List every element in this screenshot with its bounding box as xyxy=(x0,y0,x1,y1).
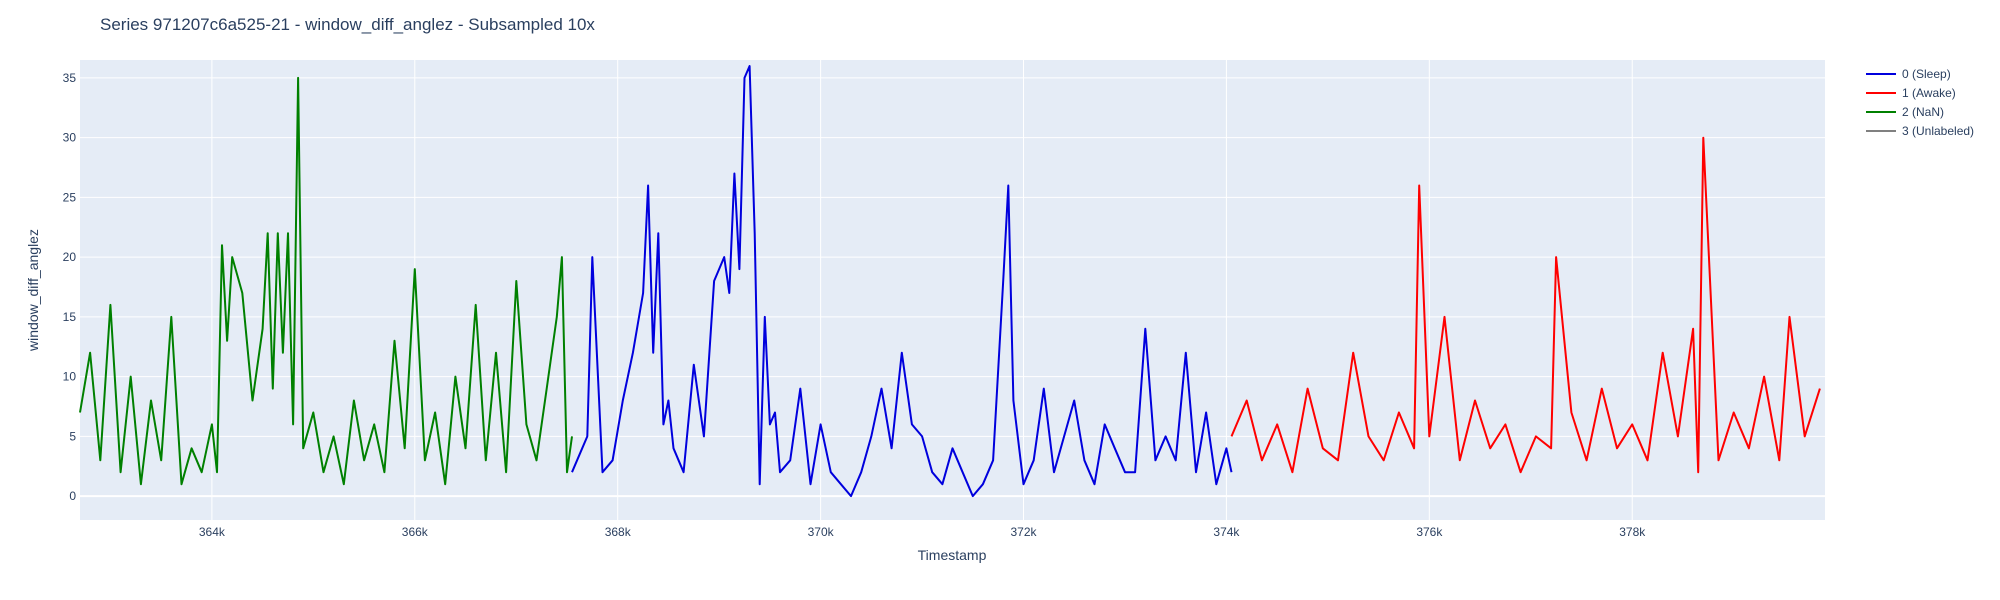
x-tick-label: 376k xyxy=(1416,525,1443,539)
y-tick-label: 15 xyxy=(63,310,77,324)
series-lines xyxy=(79,65,1821,498)
y-tick-label: 35 xyxy=(63,71,77,85)
x-axis-ticks: 364k 366k 368k 370k 372k 374k 376k 378k xyxy=(199,525,1646,539)
series-line xyxy=(571,65,1233,498)
y-axis-ticks: 0 5 10 15 20 25 30 35 xyxy=(63,71,77,503)
y-tick-label: 10 xyxy=(63,370,77,384)
y-tick-label: 25 xyxy=(63,190,77,204)
legend-item-label[interactable]: 1 (Awake) xyxy=(1902,86,1956,100)
plot-background xyxy=(80,60,1825,520)
legend-item-label[interactable]: 3 (Unlabeled) xyxy=(1902,124,1974,138)
chart-title: Series 971207c6a525-21 - window_diff_ang… xyxy=(100,15,595,34)
series-line xyxy=(1230,136,1821,474)
y-tick-label: 30 xyxy=(63,131,77,145)
x-axis-label: Timestamp xyxy=(918,547,987,563)
legend-item-label[interactable]: 0 (Sleep) xyxy=(1902,67,1951,81)
y-axis-label: window_diff_anglez xyxy=(25,229,41,352)
x-tick-label: 372k xyxy=(1011,525,1038,539)
x-tick-label: 370k xyxy=(808,525,835,539)
series-line xyxy=(79,76,573,486)
x-tick-label: 364k xyxy=(199,525,226,539)
y-tick-label: 0 xyxy=(69,489,76,503)
x-tick-label: 366k xyxy=(402,525,429,539)
x-tick-label: 374k xyxy=(1213,525,1240,539)
legend[interactable]: 0 (Sleep) 1 (Awake) 2 (NaN) 3 (Unlabeled) xyxy=(1866,67,1974,138)
y-tick-label: 5 xyxy=(69,429,76,443)
legend-item-label[interactable]: 2 (NaN) xyxy=(1902,105,1944,119)
y-tick-label: 20 xyxy=(63,250,77,264)
x-tick-label: 378k xyxy=(1619,525,1646,539)
grid xyxy=(80,60,1825,520)
x-tick-label: 368k xyxy=(605,525,632,539)
